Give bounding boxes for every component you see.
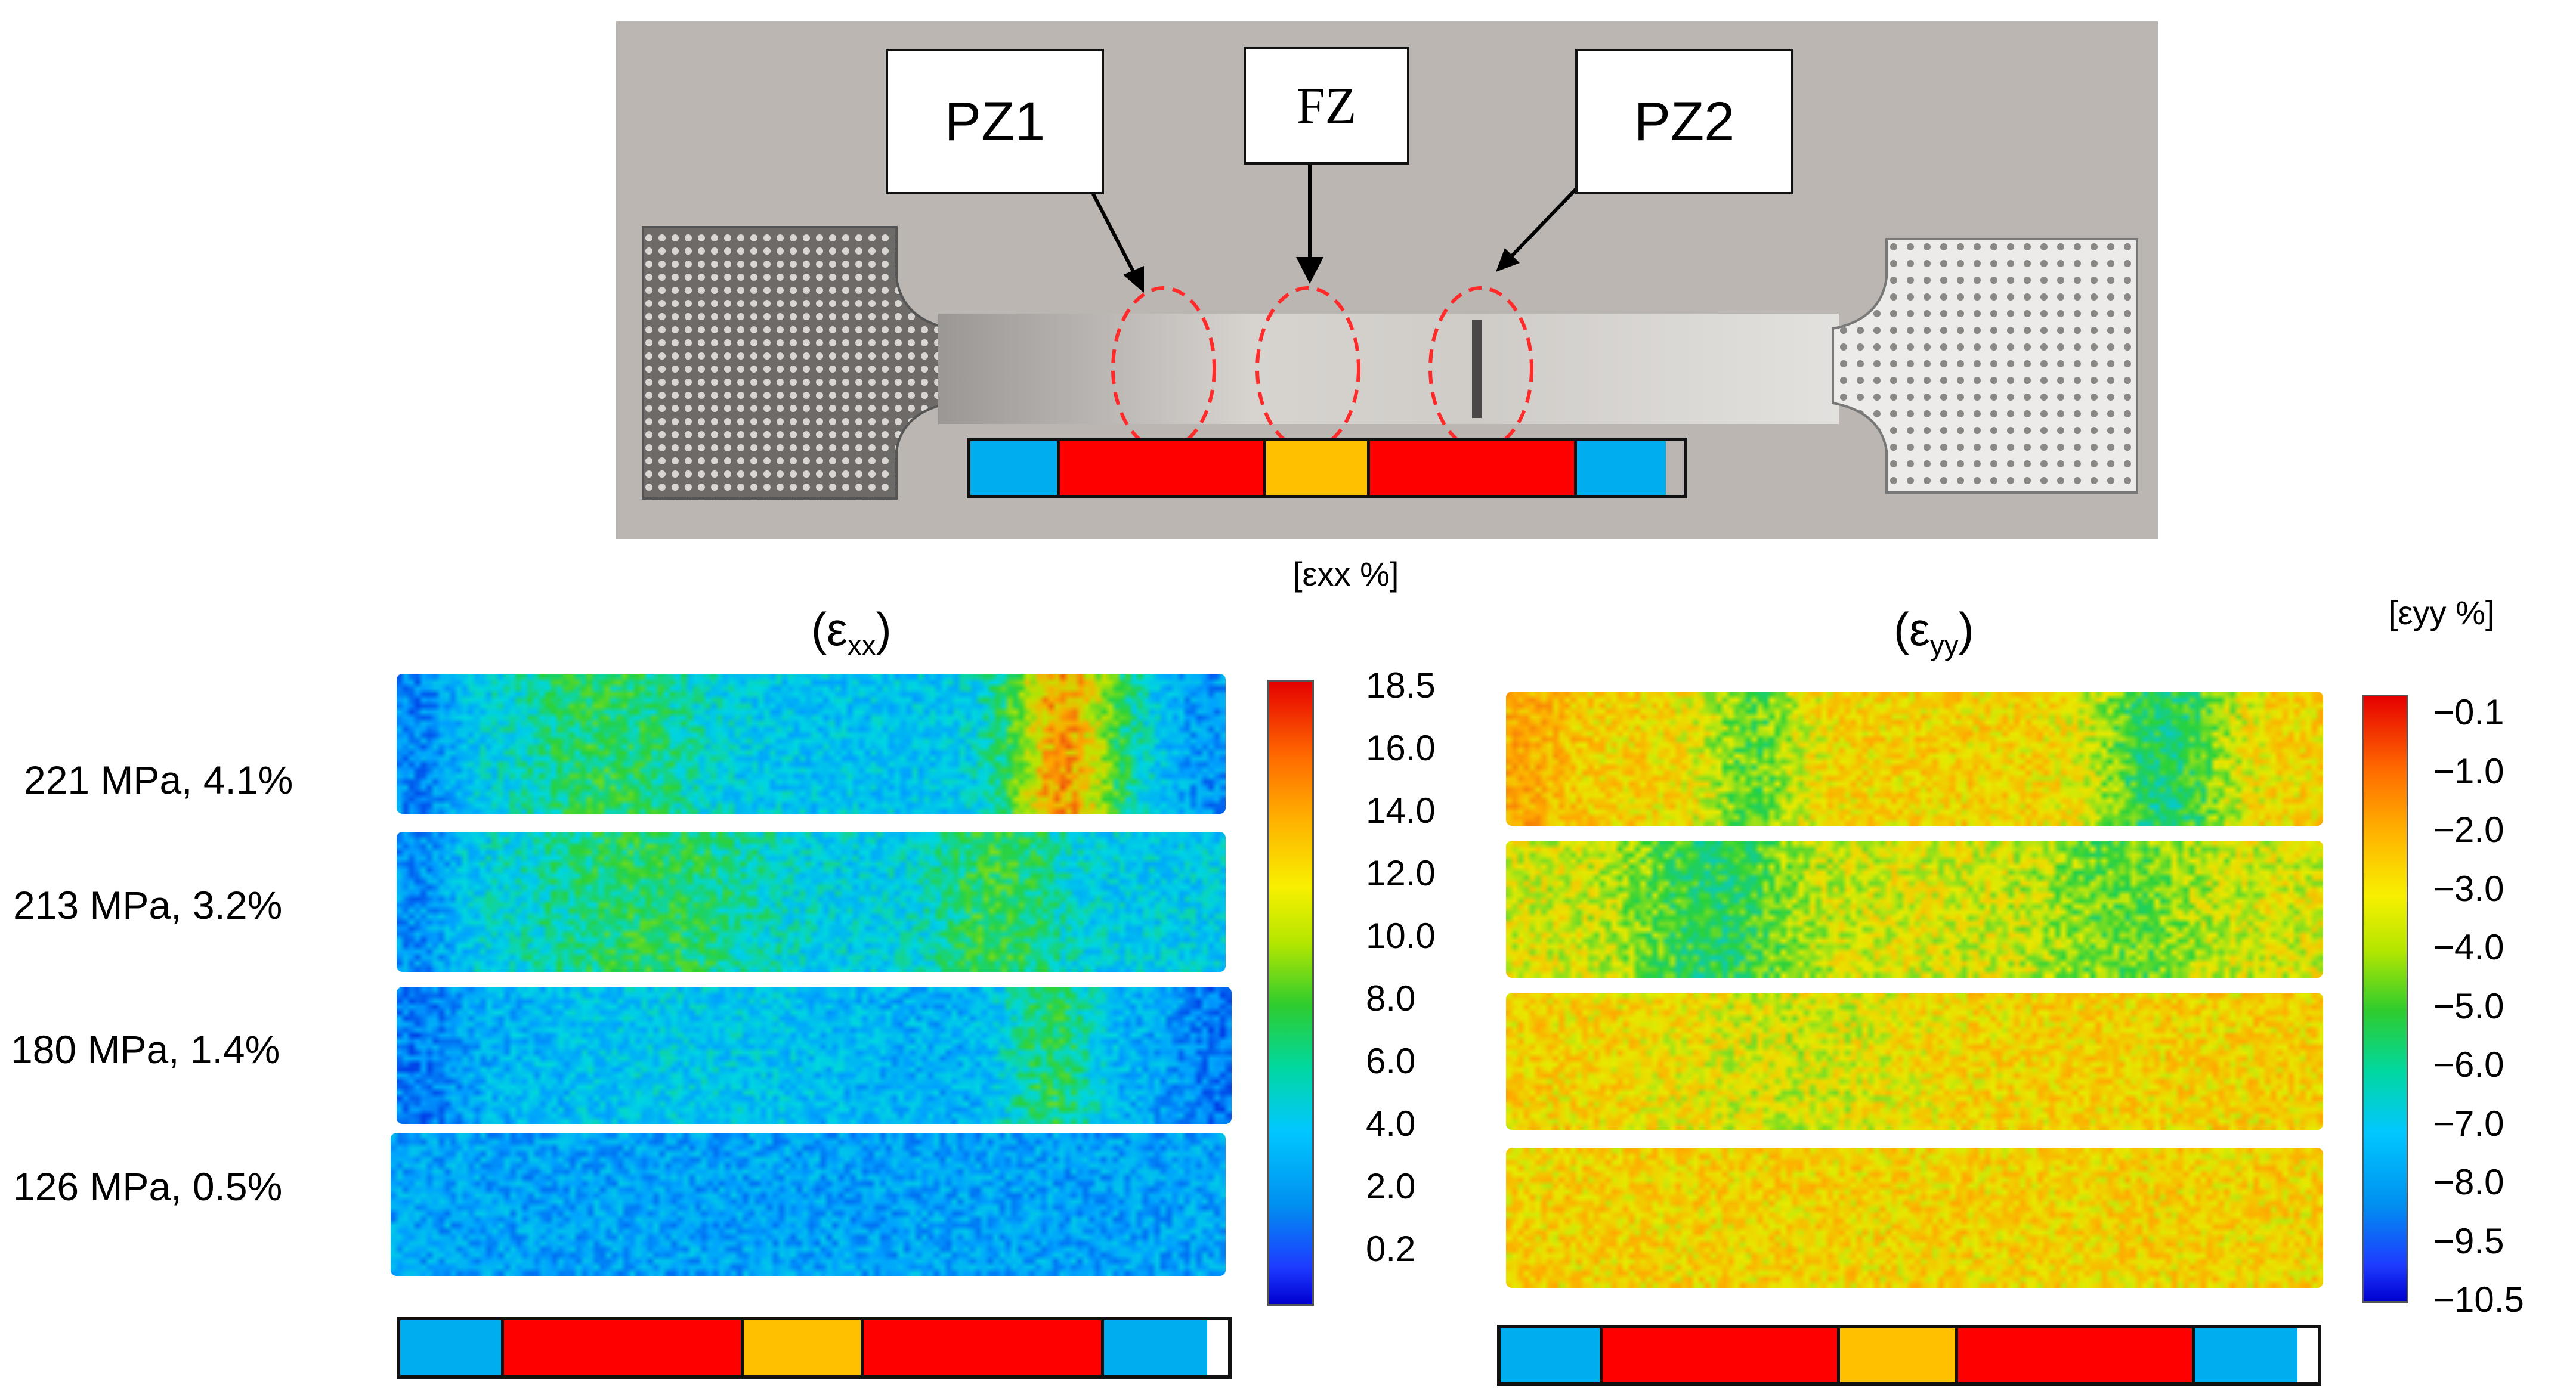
row-label-4: 126 MPa, 0.5% <box>13 1164 283 1209</box>
right-grip <box>1832 238 2138 494</box>
fz-ellipse <box>1255 286 1360 451</box>
exx-colorbar <box>1267 680 1314 1306</box>
exx-strip-2 <box>397 832 1226 972</box>
eyy-tick: −9.5 <box>2433 1221 2504 1261</box>
exx-strip-1 <box>397 674 1226 814</box>
specimen-drawing <box>642 159 2138 500</box>
eyy-tick: −7.0 <box>2433 1103 2504 1144</box>
zone-bar-exx <box>397 1317 1232 1379</box>
pz2-label: PZ2 <box>1634 91 1735 152</box>
pz2-callout: PZ2 <box>1575 49 1793 194</box>
exx-strip-3 <box>397 987 1232 1124</box>
zone-segment-grip <box>970 441 1060 495</box>
gauge-section <box>938 314 1839 424</box>
exx-tick: 8.0 <box>1366 978 1416 1018</box>
exx-tick: 16.0 <box>1366 728 1436 768</box>
eyy-tick: −10.5 <box>2433 1280 2524 1320</box>
fz-label: FZ <box>1296 77 1357 134</box>
exx-tick: 4.0 <box>1366 1104 1416 1144</box>
eyy-strip-4 <box>1506 1148 2323 1288</box>
eyy-tick: −3.0 <box>2433 868 2504 909</box>
exx-tick: 14.0 <box>1366 791 1436 831</box>
exx-tick: 6.0 <box>1366 1041 1416 1081</box>
pz1-callout: PZ1 <box>886 49 1104 194</box>
zone-segment-pz <box>864 1320 1104 1375</box>
strain-field <box>1506 993 2323 1130</box>
zone-segment-pz <box>1958 1328 2195 1382</box>
exx-strip-4 <box>391 1133 1226 1276</box>
zone-segment-grip <box>2195 1328 2297 1382</box>
zone-segment-pz <box>1059 441 1267 495</box>
strain-field <box>1506 841 2323 978</box>
exx-tick: 10.0 <box>1366 916 1436 956</box>
eyy-colorbar-title: [εyy %] <box>2389 594 2495 631</box>
left-grip <box>642 226 951 500</box>
pz1-label: PZ1 <box>944 91 1046 152</box>
exx-colorbar-title: [εxx %] <box>1293 555 1399 593</box>
strain-field <box>391 1133 1226 1276</box>
zone-segment-fz <box>1266 441 1370 495</box>
specimen-photo: PZ1 FZ PZ2 <box>616 21 2158 539</box>
exx-tick: 18.5 <box>1366 665 1436 705</box>
eyy-tick: −2.0 <box>2433 810 2504 850</box>
zone-segment-grip <box>1576 441 1666 495</box>
strain-field <box>1506 692 2323 826</box>
eyy-strip-2 <box>1506 841 2323 978</box>
strain-field <box>397 832 1226 972</box>
zone-segment-grip <box>400 1320 504 1375</box>
zone-segment-pz <box>1369 441 1577 495</box>
zone-segment-grip <box>1103 1320 1208 1375</box>
eyy-tick: −1.0 <box>2433 751 2504 791</box>
zone-segment-fz <box>744 1320 864 1375</box>
eyy-tick: −4.0 <box>2433 927 2504 967</box>
notch <box>1472 320 1482 418</box>
fz-callout: FZ <box>1244 47 1409 165</box>
exx-tick: 12.0 <box>1366 853 1436 893</box>
row-label-3: 180 MPa, 1.4% <box>11 1027 280 1071</box>
strain-field <box>397 987 1232 1124</box>
row-label-1: 221 MPa, 4.1% <box>24 758 293 802</box>
zone-bar-photo <box>967 438 1687 498</box>
zone-segment-pz <box>503 1320 744 1375</box>
exx-panel-title: (εxx) <box>811 603 892 662</box>
eyy-strip-1 <box>1506 692 2323 826</box>
strain-field <box>1506 1148 2323 1288</box>
eyy-colorbar <box>2362 695 2408 1303</box>
row-label-2: 213 MPa, 3.2% <box>13 883 283 927</box>
eyy-tick: −5.0 <box>2433 986 2504 1026</box>
eyy-tick: −0.1 <box>2433 692 2504 732</box>
eyy-panel-title: (εyy) <box>1894 603 1974 662</box>
strain-field <box>397 674 1226 814</box>
zone-segment-grip <box>1501 1328 1603 1382</box>
zone-bar-eyy <box>1497 1325 2321 1386</box>
eyy-strip-3 <box>1506 993 2323 1130</box>
eyy-tick: −8.0 <box>2433 1162 2504 1202</box>
eyy-tick: −6.0 <box>2433 1045 2504 1085</box>
zone-segment-fz <box>1839 1328 1959 1382</box>
exx-tick: 2.0 <box>1366 1166 1416 1206</box>
zone-segment-pz <box>1603 1328 1840 1382</box>
pz2-ellipse <box>1428 286 1533 451</box>
pz1-ellipse <box>1111 286 1216 451</box>
exx-tick: 0.2 <box>1366 1229 1416 1269</box>
